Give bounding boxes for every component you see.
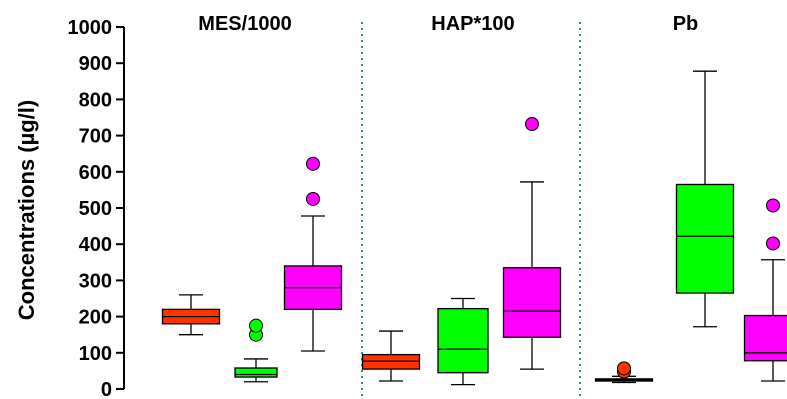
y-tick-label: 100 — [79, 343, 112, 365]
plot-area: MES/1000 HAP*100 Pb — [161, 13, 787, 397]
y-tick-label: 600 — [79, 162, 112, 184]
y-tick-label: 200 — [79, 307, 112, 329]
outlier-point — [306, 156, 320, 171]
y-axis: 0 100 200 300 400 500 600 700 800 900 1000 — [68, 17, 125, 399]
box-iqr — [234, 367, 278, 378]
y-tick-label: 700 — [79, 126, 112, 148]
box-iqr — [437, 307, 489, 374]
y-tick-label: 0 — [101, 379, 112, 399]
box-iqr — [675, 183, 735, 294]
box-green — [675, 70, 735, 328]
outlier-point — [525, 117, 539, 132]
outlier-point — [249, 318, 263, 333]
panel-title: Pb — [673, 13, 699, 35]
y-tick-label: 1000 — [68, 17, 113, 39]
box-red — [161, 294, 221, 336]
panel-hap-100: HAP*100 — [361, 13, 562, 397]
y-tick-label: 300 — [79, 270, 112, 292]
box-iqr — [361, 353, 421, 370]
box-iqr — [743, 314, 787, 362]
box-red — [594, 361, 654, 384]
box-magenta — [283, 156, 343, 352]
panel-mes-1000: MES/1000 — [161, 13, 343, 383]
outlier-point — [617, 361, 631, 376]
box-red — [361, 330, 421, 382]
panel-title: MES/1000 — [198, 13, 291, 35]
y-tick-label: 800 — [79, 89, 112, 111]
outlier-point — [306, 191, 320, 206]
box-magenta — [743, 198, 787, 382]
y-tick-label: 900 — [79, 53, 112, 75]
box-iqr — [502, 267, 562, 338]
box-green — [437, 297, 489, 386]
box-green — [234, 318, 278, 383]
outlier-point — [766, 198, 780, 213]
panel-title: HAP*100 — [431, 13, 514, 35]
y-tick-label: 400 — [79, 234, 112, 256]
y-axis-label: Concentrations (µg/l) — [14, 100, 39, 320]
y-tick-label: 500 — [79, 198, 112, 220]
box-magenta — [502, 117, 562, 370]
outlier-point — [766, 236, 780, 251]
panel-pb: Pb — [579, 13, 787, 397]
